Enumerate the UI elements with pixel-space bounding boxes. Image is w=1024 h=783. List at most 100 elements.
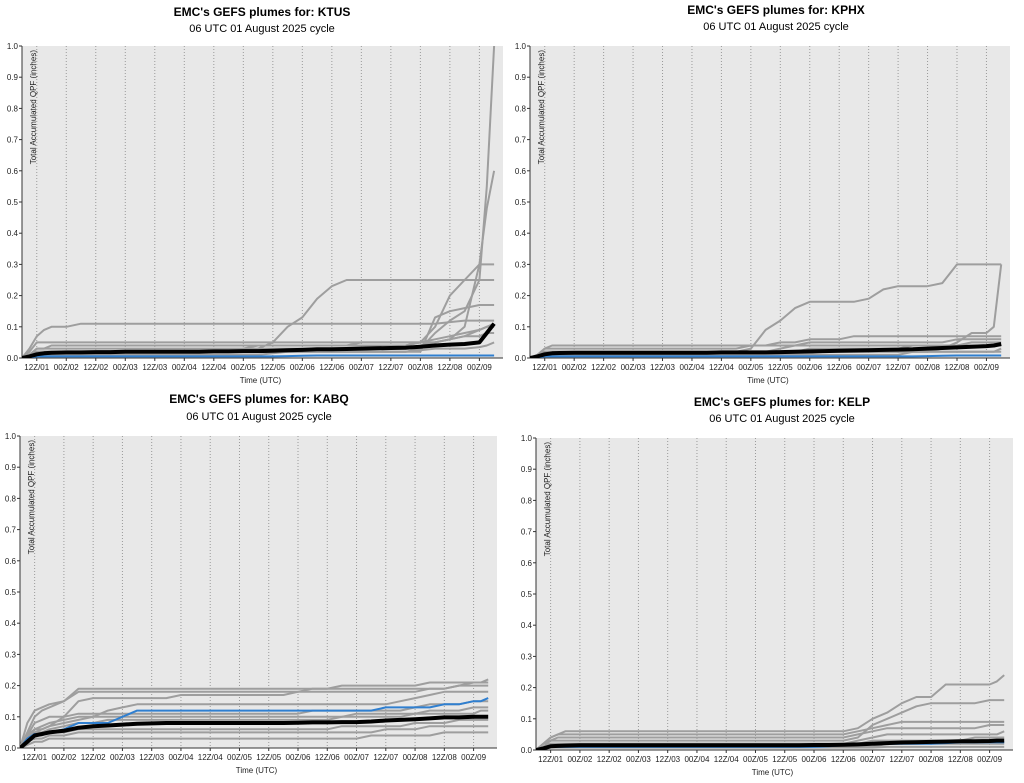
member-line-m02 xyxy=(20,681,489,748)
plot-area xyxy=(536,438,1013,750)
y-tick-label: 0.1 xyxy=(5,713,17,722)
x-tick-label: 00Z/08 xyxy=(403,753,428,762)
x-tick-label: 00Z/03 xyxy=(621,363,646,372)
x-tick-label: 00Z/08 xyxy=(915,363,940,372)
member-line-m04 xyxy=(20,690,489,748)
x-tick-label: 00Z/07 xyxy=(349,363,374,372)
x-tick-label: 00Z/03 xyxy=(113,363,138,372)
member-line-m10 xyxy=(22,341,495,358)
y-tick-label: 0.7 xyxy=(515,136,527,145)
x-tick-label: 12Z/04 xyxy=(198,753,223,762)
x-tick-label: 12Z/06 xyxy=(319,363,344,372)
y-tick-label: 0.3 xyxy=(7,260,19,269)
chart-title: EMC's GEFS plumes for: KELP xyxy=(694,395,870,409)
y-tick-label: 0.2 xyxy=(515,292,527,301)
x-tick-label: 12Z/04 xyxy=(709,363,734,372)
y-tick-label: 0.0 xyxy=(521,746,533,755)
x-tick-label: 12Z/06 xyxy=(315,753,340,762)
control-line xyxy=(20,697,489,748)
x-tick-label: 00Z/02 xyxy=(51,753,76,762)
x-tick-label: 00Z/07 xyxy=(860,755,885,764)
member-line-m02 xyxy=(536,699,1005,750)
ensemble-mean-line xyxy=(20,714,489,748)
chart-subtitle: 06 UTC 01 August 2025 cycle xyxy=(703,21,849,33)
x-tick-label: 00Z/02 xyxy=(562,363,587,372)
x-tick-label: 12Z/07 xyxy=(378,363,403,372)
y-tick-label: 0.6 xyxy=(515,167,527,176)
x-tick-label: 00Z/09 xyxy=(974,363,999,372)
y-tick-label: 0.4 xyxy=(7,229,19,238)
x-tick-label: 12Z/04 xyxy=(714,755,739,764)
plot-area xyxy=(22,46,503,358)
chart-subtitle: 06 UTC 01 August 2025 cycle xyxy=(709,413,855,425)
chart-title: EMC's GEFS plumes for: KPHX xyxy=(687,3,865,17)
x-tick-label: 12Z/01 xyxy=(24,363,49,372)
x-axis-label: Time (UTC) xyxy=(752,768,794,777)
x-tick-label: 00Z/08 xyxy=(408,363,433,372)
member-line-m03 xyxy=(20,684,489,748)
y-tick-label: 0.8 xyxy=(7,104,19,113)
x-tick-label: 00Z/04 xyxy=(172,363,197,372)
chart-panel-ktus: EMC's GEFS plumes for: KTUS 06 UTC 01 Aug… xyxy=(7,5,503,385)
x-tick-label: 00Z/04 xyxy=(680,363,705,372)
chart-panel-kabq: EMC's GEFS plumes for: KABQ 06 UTC 01 Aug… xyxy=(5,392,497,775)
x-tick-label: 12Z/07 xyxy=(889,755,914,764)
x-tick-label: 00Z/06 xyxy=(290,363,315,372)
y-tick-label: 0.5 xyxy=(7,198,19,207)
y-tick-label: 0.4 xyxy=(515,229,527,238)
member-line-m09 xyxy=(20,725,489,748)
y-axis-label: Total Accumulated QPF (inches) xyxy=(543,442,552,557)
y-tick-label: 0.0 xyxy=(5,744,17,753)
x-tick-label: 00Z/04 xyxy=(168,753,193,762)
x-tick-label: 00Z/06 xyxy=(802,755,827,764)
x-tick-label: 00Z/09 xyxy=(467,363,492,372)
member-line-m04 xyxy=(536,724,1005,750)
x-tick-label: 00Z/05 xyxy=(231,363,256,372)
x-tick-label: 00Z/07 xyxy=(344,753,369,762)
member-line-m01 xyxy=(20,678,489,748)
y-tick-label: 0.2 xyxy=(5,682,17,691)
x-tick-label: 12Z/01 xyxy=(22,753,47,762)
y-tick-label: 0.9 xyxy=(5,463,17,472)
ensemble-mean-line xyxy=(530,342,1002,358)
control-line xyxy=(22,354,495,358)
x-tick-label: 12Z/05 xyxy=(256,753,281,762)
y-tick-label: 0.8 xyxy=(521,496,533,505)
x-tick-label: 00Z/06 xyxy=(797,363,822,372)
x-axis-label: Time (UTC) xyxy=(747,376,789,385)
ensemble-mean-line xyxy=(536,738,1005,750)
x-tick-label: 12Z/04 xyxy=(201,363,226,372)
x-axis-label: Time (UTC) xyxy=(240,376,282,385)
x-tick-label: 12Z/03 xyxy=(650,363,675,372)
y-tick-label: 0.4 xyxy=(5,619,17,628)
x-tick-label: 00Z/02 xyxy=(567,755,592,764)
x-tick-label: 12Z/08 xyxy=(945,363,970,372)
member-line-m01 xyxy=(536,674,1005,750)
x-tick-label: 00Z/05 xyxy=(738,363,763,372)
x-tick-label: 12Z/01 xyxy=(532,363,557,372)
y-tick-label: 0.5 xyxy=(515,198,527,207)
y-tick-label: 1.0 xyxy=(5,432,17,441)
x-tick-label: 12Z/02 xyxy=(591,363,616,372)
x-tick-label: 00Z/08 xyxy=(919,755,944,764)
series-group xyxy=(22,45,496,358)
y-tick-label: 0.0 xyxy=(7,354,19,363)
y-axis-label: Total Accumulated QPF (inches) xyxy=(537,50,546,165)
member-line-m09 xyxy=(22,332,495,358)
member-line-m01 xyxy=(22,319,495,358)
series-group xyxy=(536,674,1005,750)
y-tick-label: 1.0 xyxy=(521,434,533,443)
x-tick-label: 12Z/02 xyxy=(597,755,622,764)
chart-subtitle: 06 UTC 01 August 2025 cycle xyxy=(186,411,332,423)
y-tick-label: 0.9 xyxy=(7,73,19,82)
x-tick-label: 00Z/04 xyxy=(684,755,709,764)
x-tick-label: 12Z/02 xyxy=(83,363,108,372)
x-tick-label: 12Z/05 xyxy=(768,363,793,372)
y-tick-label: 0.7 xyxy=(5,526,17,535)
x-axis-label: Time (UTC) xyxy=(236,766,278,775)
x-tick-label: 12Z/08 xyxy=(432,753,457,762)
x-tick-label: 00Z/09 xyxy=(977,755,1002,764)
y-tick-label: 0.6 xyxy=(521,559,533,568)
y-tick-label: 0.9 xyxy=(521,465,533,474)
